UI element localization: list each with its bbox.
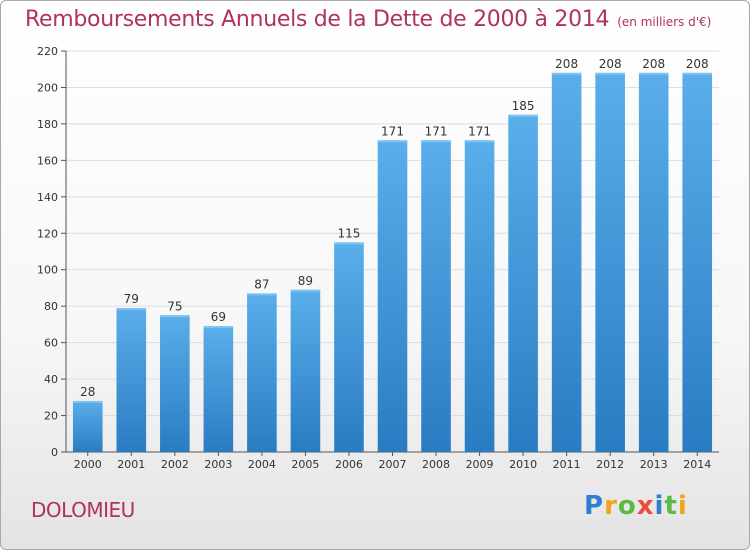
proxiti-logo[interactable]: Proxiti bbox=[584, 491, 688, 521]
bar-top bbox=[334, 242, 364, 245]
bar bbox=[116, 308, 147, 452]
bar bbox=[334, 242, 364, 452]
bar bbox=[595, 72, 625, 452]
x-tick-label: 2014 bbox=[683, 458, 711, 471]
unit-label: (en milliers d'€) bbox=[617, 15, 712, 29]
y-tick-label: 220 bbox=[37, 45, 58, 58]
bar-top bbox=[203, 326, 234, 329]
bar-top bbox=[116, 308, 147, 311]
logo-letter: i bbox=[677, 491, 688, 521]
bar-top bbox=[595, 72, 625, 75]
bar bbox=[247, 293, 277, 452]
x-tick-label: 2006 bbox=[335, 458, 363, 471]
y-tick-label: 180 bbox=[37, 118, 58, 131]
y-tick-label: 80 bbox=[44, 300, 58, 313]
x-tick-label: 2010 bbox=[509, 458, 537, 471]
logo-letter: r bbox=[604, 491, 618, 521]
bar bbox=[160, 315, 190, 452]
y-tick-label: 0 bbox=[51, 446, 58, 459]
y-tick-label: 160 bbox=[37, 154, 58, 167]
x-tick-label: 2000 bbox=[74, 458, 102, 471]
logo-letter: P bbox=[584, 491, 605, 521]
bar-top bbox=[464, 140, 495, 143]
bar bbox=[72, 400, 103, 452]
data-label: 89 bbox=[298, 274, 313, 288]
x-tick-label: 2009 bbox=[466, 458, 494, 471]
bar bbox=[508, 114, 538, 452]
y-tick-label: 60 bbox=[44, 337, 58, 350]
x-tick-label: 2005 bbox=[291, 458, 319, 471]
y-tick-label: 20 bbox=[44, 410, 58, 423]
logo-letter: t bbox=[664, 491, 678, 521]
data-label: 208 bbox=[686, 57, 709, 71]
data-label: 79 bbox=[124, 292, 139, 306]
bar-top bbox=[72, 400, 103, 403]
x-tick-label: 2012 bbox=[596, 458, 624, 471]
bar-top bbox=[421, 140, 451, 143]
data-label: 171 bbox=[468, 124, 491, 138]
x-tick-label: 2003 bbox=[204, 458, 232, 471]
data-label: 75 bbox=[167, 299, 182, 313]
x-tick-label: 2011 bbox=[553, 458, 581, 471]
y-tick-label: 120 bbox=[37, 227, 58, 240]
chart-title: Remboursements Annuels de la Dette de 20… bbox=[25, 7, 712, 32]
bar bbox=[638, 72, 669, 452]
bar bbox=[421, 140, 451, 452]
x-tick-label: 2008 bbox=[422, 458, 450, 471]
y-tick-label: 200 bbox=[37, 81, 58, 94]
data-label: 208 bbox=[555, 57, 578, 71]
bars bbox=[72, 72, 713, 452]
data-label: 171 bbox=[381, 124, 404, 138]
bar bbox=[377, 140, 408, 452]
x-tick-label: 2004 bbox=[248, 458, 276, 471]
data-label: 208 bbox=[599, 57, 622, 71]
logo-letter: x bbox=[636, 491, 655, 521]
bar-top bbox=[508, 114, 538, 117]
x-tick-label: 2001 bbox=[117, 458, 145, 471]
data-label: 171 bbox=[425, 124, 448, 138]
data-label: 208 bbox=[642, 57, 665, 71]
data-label: 115 bbox=[338, 226, 361, 240]
y-tick-label: 40 bbox=[44, 373, 58, 386]
bar bbox=[290, 289, 321, 452]
x-tick-label: 2013 bbox=[640, 458, 668, 471]
x-tick-label: 2007 bbox=[379, 458, 407, 471]
bar-top bbox=[551, 72, 582, 75]
bar-top bbox=[160, 315, 190, 318]
city-name: DOLOMIEU bbox=[31, 498, 135, 522]
x-tick-label: 2002 bbox=[161, 458, 189, 471]
data-label: 185 bbox=[512, 99, 535, 113]
bar bbox=[551, 72, 582, 452]
bar bbox=[203, 326, 234, 452]
bar bbox=[464, 140, 495, 452]
bar-top bbox=[290, 289, 321, 292]
bar-top bbox=[377, 140, 408, 143]
logo-letter: o bbox=[617, 491, 637, 521]
y-tick-label: 140 bbox=[37, 191, 58, 204]
data-label: 28 bbox=[80, 385, 95, 399]
bar-top bbox=[682, 72, 713, 75]
data-label: 87 bbox=[254, 277, 269, 291]
bar-top bbox=[247, 293, 277, 296]
bar bbox=[682, 72, 713, 452]
labels: 28 2000 79 2001 75 2002 69 2003 87 2004 89 2005 115 2… bbox=[74, 57, 711, 471]
bar-top bbox=[638, 72, 669, 75]
logo-letter: i bbox=[654, 491, 665, 521]
data-label: 69 bbox=[211, 310, 226, 324]
y-tick-label: 100 bbox=[37, 264, 58, 277]
